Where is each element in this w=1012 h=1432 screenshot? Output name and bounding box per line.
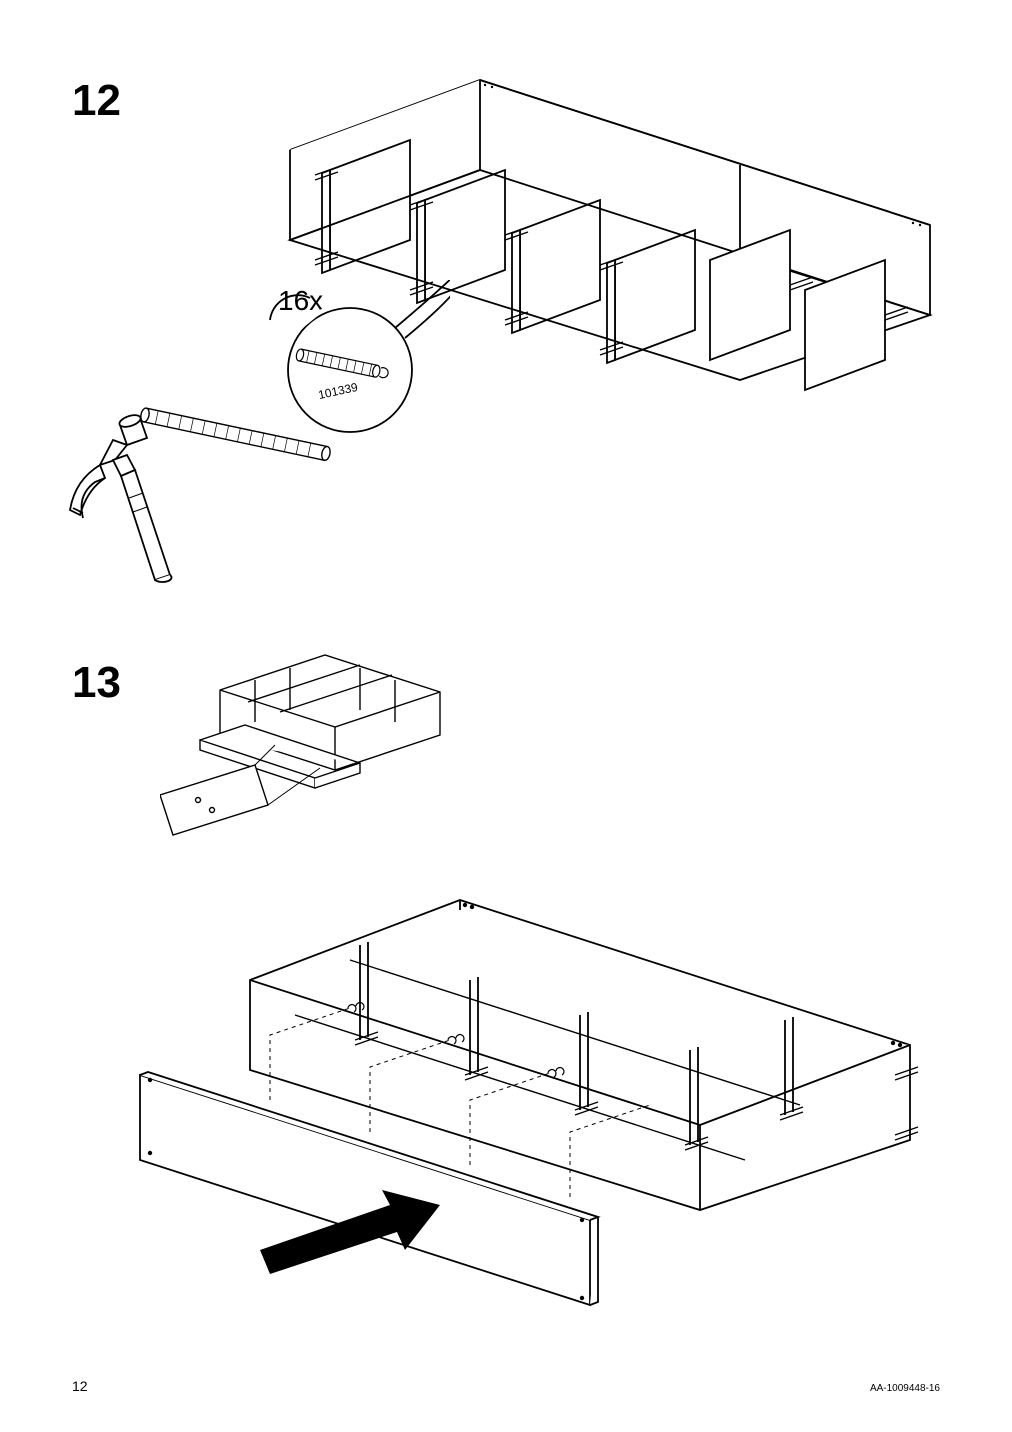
- instruction-page: 12: [0, 0, 1012, 1432]
- document-id: AA-1009448-16: [870, 1383, 940, 1394]
- step13-large-diagram: [120, 860, 930, 1310]
- step-number-13: 13: [72, 658, 121, 708]
- step13-small-diagram: [160, 640, 450, 860]
- step-number-12: 12: [72, 76, 121, 126]
- hammer-illustration: [65, 370, 345, 600]
- page-number: 12: [72, 1378, 88, 1394]
